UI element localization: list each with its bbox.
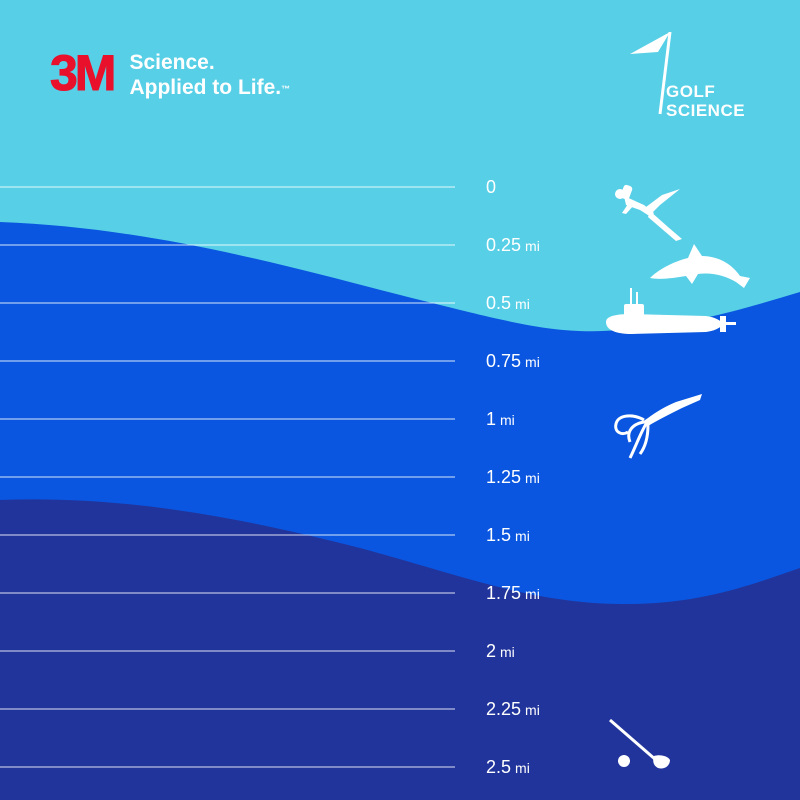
depth-value: 2.5 (486, 757, 512, 777)
depth-unit: mi (525, 702, 540, 718)
depth-value: 0.75 (486, 351, 522, 371)
golf-ball-icon (618, 755, 630, 767)
tagline-line-1: Science. (129, 51, 215, 74)
depth-label: 2.25 mi (486, 699, 540, 720)
depth-value: 2.25 (486, 699, 522, 719)
tagline-line-2-text: Applied to Life. (129, 76, 282, 99)
brand-tagline: Science. Applied to Life.™ (129, 50, 290, 100)
depth-label: 0 (486, 177, 496, 197)
depth-unit: mi (525, 586, 540, 602)
golf-science-line-2: SCIENCE (666, 101, 746, 120)
depth-value: 0.25 (486, 235, 522, 255)
depth-value: 1.25 (486, 467, 522, 487)
golf-science-line-1: GOLF (666, 82, 716, 101)
depth-label: 1.75 mi (486, 583, 540, 604)
golf-club-icon (609, 718, 670, 769)
depth-unit: mi (515, 296, 530, 312)
submarine-icon (606, 288, 736, 334)
golf-science-logo: GOLF SCIENCE (630, 32, 770, 122)
dolphin-icon (650, 244, 750, 288)
brand-lockup: 3M Science. Applied to Life.™ (49, 45, 290, 101)
depth-unit: mi (525, 470, 540, 486)
depth-label: 2 mi (486, 641, 515, 662)
tagline-line-2: Applied to Life.™ (129, 75, 290, 100)
3m-logo: 3M (49, 45, 116, 101)
trademark-symbol: ™ (281, 84, 291, 94)
depth-unit: mi (500, 644, 515, 660)
depth-unit: mi (515, 528, 530, 544)
deep-water-layer (0, 499, 800, 800)
flag-icon (630, 32, 672, 115)
golf-science-text: GOLF SCIENCE (666, 82, 745, 120)
depth-value: 1 (486, 409, 497, 429)
depth-unit: mi (500, 412, 515, 428)
depth-value: 1.75 (486, 583, 522, 603)
squid-icon (614, 394, 702, 459)
depth-value: 0 (486, 177, 497, 197)
depth-unit: mi (525, 238, 540, 254)
depth-label: 1 mi (486, 409, 515, 430)
depth-label: 2.5 mi (486, 757, 530, 778)
depth-value: 0.5 (486, 293, 512, 313)
depth-value: 1.5 (486, 525, 512, 545)
depth-value: 2 (486, 641, 497, 661)
scuba-diver-icon (615, 184, 682, 241)
depth-unit: mi (525, 354, 540, 370)
depth-label: 0.25 mi (486, 235, 540, 256)
depth-unit: mi (515, 760, 530, 776)
depth-label: 1.5 mi (486, 525, 530, 546)
depth-label: 0.5 mi (486, 293, 530, 314)
depth-label: 0.75 mi (486, 351, 540, 372)
depth-label: 1.25 mi (486, 467, 540, 488)
depth-gridlines (0, 186, 455, 768)
